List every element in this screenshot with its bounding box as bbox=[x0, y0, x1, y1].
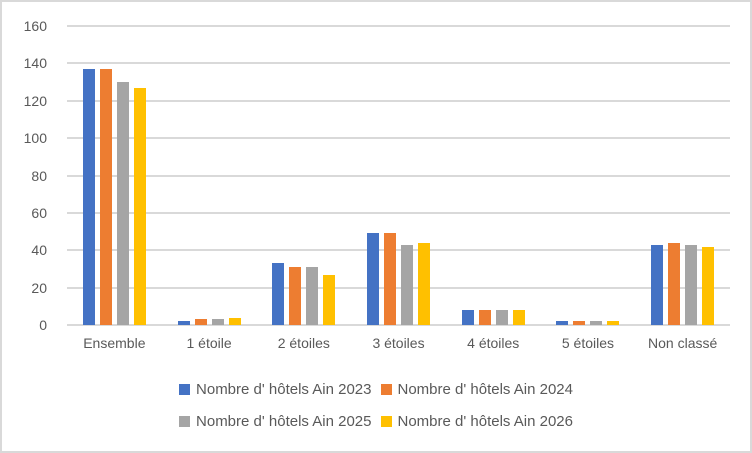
gridline-60 bbox=[67, 211, 730, 214]
legend-swatch-icon bbox=[380, 384, 392, 395]
bar-series1-cat2 bbox=[177, 321, 190, 325]
x-axis-category-label: 4 étoiles bbox=[467, 335, 520, 351]
y-axis-tick-label: 160 bbox=[23, 18, 47, 34]
bar-series4-cat4 bbox=[418, 242, 431, 325]
bar-group-5 bbox=[446, 26, 541, 325]
bar-series1-cat6 bbox=[556, 321, 569, 325]
legend-label: Nombre d' hôtels Ain 2024 bbox=[397, 381, 573, 398]
bar-group-6 bbox=[541, 26, 636, 325]
x-axis-category-label: 5 étoiles bbox=[561, 335, 615, 351]
legend-item-series2: Nombre d' hôtels Ain 2024 bbox=[380, 381, 573, 398]
bar-series3-cat2 bbox=[211, 319, 224, 325]
y-axis-tick-label: 20 bbox=[31, 279, 47, 296]
y-axis-tick-label: 0 bbox=[39, 317, 47, 333]
gridline-100 bbox=[67, 137, 730, 140]
legend-item-series3: Nombre d' hôtels Ain 2025 bbox=[179, 413, 372, 430]
gridline-160 bbox=[67, 25, 730, 27]
bar-series2-cat1 bbox=[99, 68, 112, 325]
y-axis: 0 20 40 60 80 100 120 140 160 bbox=[2, 18, 57, 333]
gridline-140 bbox=[67, 62, 730, 65]
x-axis-category-label: Ensemble bbox=[83, 335, 146, 351]
bar-series2-cat5 bbox=[478, 310, 491, 325]
legend-label: Nombre d' hôtels Ain 2023 bbox=[196, 381, 372, 398]
y-axis-tick-label: 60 bbox=[31, 204, 47, 221]
bar-series2-cat6 bbox=[573, 321, 586, 325]
gridline-40 bbox=[67, 249, 730, 252]
bar-series1-cat3 bbox=[272, 263, 285, 325]
y-axis-tick-label: 120 bbox=[23, 92, 47, 109]
bar-series3-cat7 bbox=[685, 244, 698, 325]
bar-series1-cat7 bbox=[651, 244, 664, 325]
bar-series3-cat3 bbox=[306, 267, 319, 325]
legend-row-2: Nombre d' hôtels Ain 2025 Nombre d' hôtel… bbox=[179, 413, 573, 430]
x-axis: Ensemble 1 étoile 2 étoiles 3 étoiles 4 étoi… bbox=[67, 335, 730, 351]
gridline-80 bbox=[67, 174, 730, 177]
legend-item-series1: Nombre d' hôtels Ain 2023 bbox=[179, 381, 372, 398]
bar-series3-cat4 bbox=[401, 244, 414, 325]
bar-group-2 bbox=[162, 26, 257, 325]
x-axis-category-label: 3 étoiles bbox=[372, 335, 425, 351]
y-axis-tick-label: 140 bbox=[23, 55, 47, 72]
bar-group-1 bbox=[67, 26, 162, 325]
x-axis-category-label: Non classé bbox=[648, 335, 718, 351]
legend-swatch-icon bbox=[179, 416, 191, 427]
bar-series4-cat1 bbox=[133, 87, 146, 325]
x-axis-category-label: 2 étoiles bbox=[277, 335, 330, 351]
gridline-120 bbox=[67, 99, 730, 102]
bar-series3-cat1 bbox=[116, 82, 129, 325]
legend-label: Nombre d' hôtels Ain 2026 bbox=[397, 413, 573, 430]
bar-group-7 bbox=[635, 26, 730, 325]
bar-group-4 bbox=[351, 26, 446, 325]
legend-swatch-icon bbox=[380, 416, 392, 427]
bar-series2-cat3 bbox=[289, 267, 302, 325]
bar-series2-cat2 bbox=[194, 319, 207, 325]
legend-row-1: Nombre d' hôtels Ain 2023 Nombre d' hôtel… bbox=[179, 381, 573, 398]
x-axis-category-label: 1 étoile bbox=[186, 335, 232, 351]
bar-series4-cat2 bbox=[228, 317, 241, 325]
bar-series2-cat7 bbox=[668, 242, 681, 325]
x-axis-line bbox=[67, 324, 730, 326]
y-axis-tick-label: 40 bbox=[31, 242, 47, 259]
bar-series4-cat3 bbox=[323, 274, 336, 325]
bar-series3-cat5 bbox=[495, 310, 508, 325]
bar-series4-cat5 bbox=[512, 310, 525, 325]
plot-area bbox=[67, 25, 730, 326]
bar-series4-cat6 bbox=[607, 321, 620, 325]
gridline-20 bbox=[67, 286, 730, 289]
bar-series3-cat6 bbox=[590, 321, 603, 325]
bar-series2-cat4 bbox=[384, 233, 397, 325]
y-axis-tick-label: 100 bbox=[23, 130, 47, 147]
bar-series1-cat5 bbox=[461, 310, 474, 325]
bar-series1-cat1 bbox=[82, 68, 95, 325]
bar-series1-cat4 bbox=[367, 233, 380, 325]
y-axis-tick-label: 80 bbox=[31, 167, 47, 184]
legend-label: Nombre d' hôtels Ain 2025 bbox=[196, 413, 372, 430]
bars bbox=[67, 26, 730, 325]
bar-group-3 bbox=[256, 26, 351, 325]
legend-item-series4: Nombre d' hôtels Ain 2026 bbox=[380, 413, 573, 430]
bar-series4-cat7 bbox=[702, 246, 715, 325]
legend: Nombre d' hôtels Ain 2023 Nombre d' hôtel… bbox=[2, 381, 750, 430]
legend-swatch-icon bbox=[179, 384, 191, 395]
